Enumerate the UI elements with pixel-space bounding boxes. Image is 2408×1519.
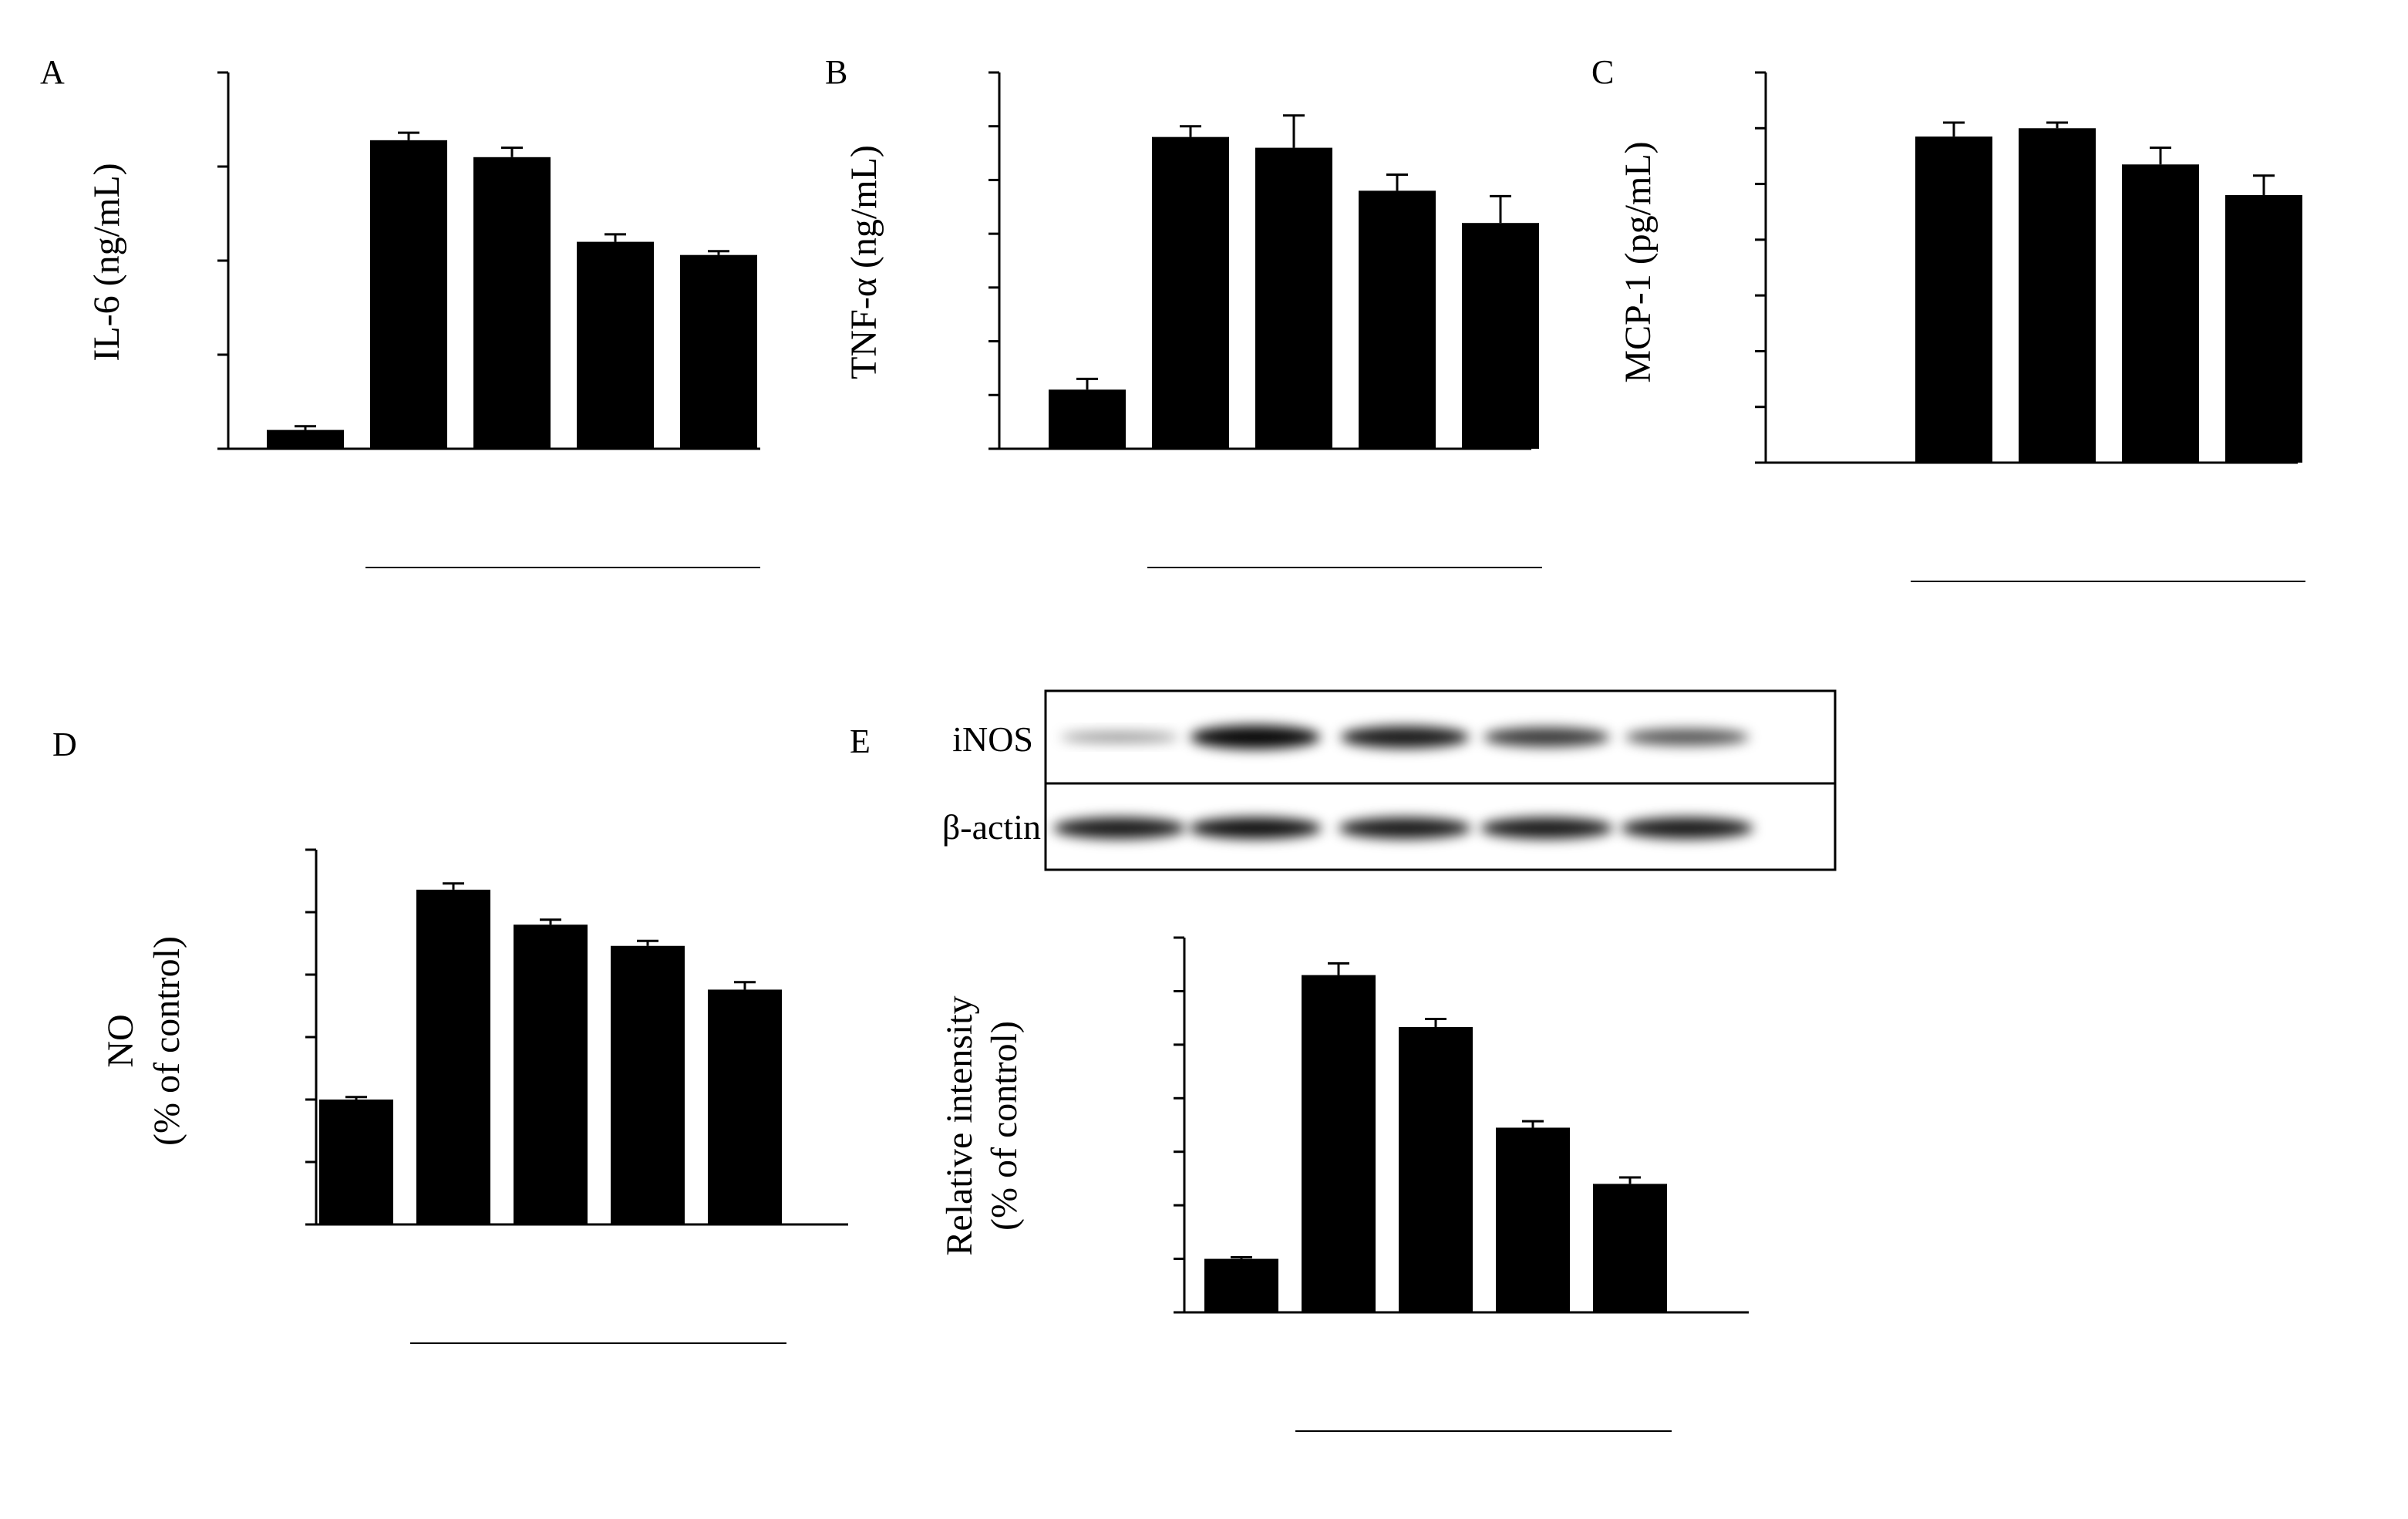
bar xyxy=(1152,136,1229,449)
bar xyxy=(1255,147,1332,449)
blot-box-actin xyxy=(1044,782,1837,871)
inos-band xyxy=(1060,731,1179,743)
actin-band xyxy=(1339,817,1471,839)
bar xyxy=(2225,195,2302,463)
bar xyxy=(370,140,447,449)
bar xyxy=(1462,223,1539,449)
panel-d-letter: D xyxy=(52,726,77,763)
inos-band xyxy=(1484,727,1610,747)
bar xyxy=(1049,389,1126,449)
bar xyxy=(611,945,685,1224)
panel-e-ylabel-line2: (% of control) xyxy=(984,1021,1025,1231)
bar xyxy=(1496,1127,1570,1312)
blot-bands xyxy=(1053,725,1753,839)
blot-label-inos: iNOS xyxy=(952,719,1033,759)
panel-d-ylabel-line1: NO xyxy=(100,1014,141,1067)
bar xyxy=(1359,190,1436,449)
panel-c-letter: C xyxy=(1591,53,1614,91)
bar xyxy=(267,429,344,449)
western-blot: iNOS β-actin xyxy=(942,689,1837,871)
bar xyxy=(1915,136,1992,463)
panel-d: D NO (% of control) xyxy=(52,726,848,1344)
bar xyxy=(680,254,757,449)
panel-c-ylabel: MCP-1 (pg/mL) xyxy=(1618,141,1659,382)
bar xyxy=(2122,164,2199,463)
panel-e: E iNOS β-actin Relative intensity (% of … xyxy=(850,689,1837,1432)
bar xyxy=(2019,128,2096,463)
actin-band xyxy=(1480,817,1613,839)
bar xyxy=(1204,1258,1278,1312)
panel-a: A IL-6 (ng/mL) xyxy=(40,53,760,568)
panel-c: C MCP-1 (pg/mL) xyxy=(1591,53,2305,582)
actin-band xyxy=(1621,817,1753,839)
inos-band xyxy=(1625,728,1750,746)
chart-a xyxy=(217,71,760,568)
chart-e xyxy=(1174,936,1749,1432)
bar xyxy=(1302,975,1376,1312)
bar xyxy=(708,989,782,1224)
blot-label-actin: β-actin xyxy=(942,807,1041,847)
panel-a-letter: A xyxy=(40,53,65,91)
panel-d-ylabel-line2: (% of control) xyxy=(147,936,187,1146)
panel-e-letter: E xyxy=(850,722,871,760)
bar xyxy=(1593,1184,1667,1312)
panel-b-letter: B xyxy=(825,53,847,91)
actin-band xyxy=(1053,817,1186,839)
chart-d xyxy=(305,848,848,1344)
inos-band xyxy=(1340,726,1470,749)
chart-c xyxy=(1755,71,2305,582)
bar xyxy=(514,925,588,1224)
chart-b xyxy=(988,71,1542,568)
panel-b: B TNF-α (ng/mL) xyxy=(825,53,1542,568)
bar xyxy=(416,889,490,1224)
inos-band xyxy=(1190,725,1321,749)
panel-b-ylabel: TNF-α (ng/mL) xyxy=(844,145,884,379)
panel-e-ylabel-line1: Relative intensity xyxy=(939,995,980,1255)
bar xyxy=(577,241,654,449)
bar xyxy=(473,157,551,450)
actin-band xyxy=(1189,817,1322,839)
bar xyxy=(319,1100,393,1224)
panel-a-ylabel: IL-6 (ng/mL) xyxy=(86,163,127,361)
bar xyxy=(1399,1026,1473,1312)
